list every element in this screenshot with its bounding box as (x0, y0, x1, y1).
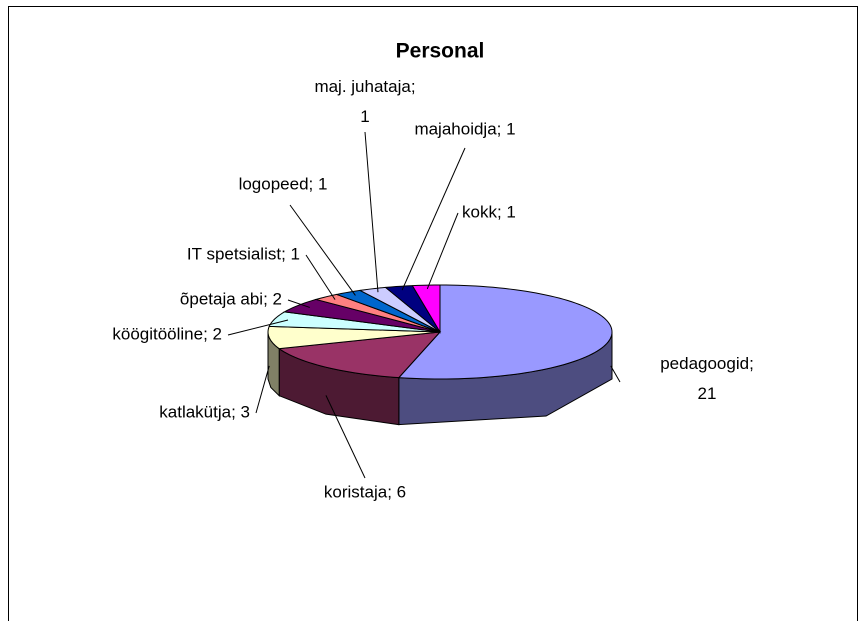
data-label: maj. juhataja; 1 (314, 77, 415, 126)
leader-line (610, 365, 621, 383)
data-label: kokk; 1 (462, 202, 516, 221)
data-label: logopeed; 1 (239, 174, 328, 193)
data-label: õpetaja abi; 2 (180, 289, 282, 308)
leader-line (401, 147, 466, 291)
slice (411, 284, 441, 334)
leader-line (255, 365, 270, 414)
slice (397, 284, 613, 380)
data-label-line: 21 (698, 384, 717, 403)
data-label-line: 1 (360, 107, 369, 126)
chart-frame (8, 6, 858, 621)
data-label: pedagoogid; 21 (660, 354, 754, 403)
leader-line (426, 212, 459, 290)
data-label-line: pedagoogid; (660, 354, 754, 373)
leader-line (305, 254, 336, 300)
data-label: IT spetsialist; 1 (187, 244, 300, 263)
slice (284, 298, 441, 333)
leader-line (287, 299, 310, 308)
slice (335, 289, 441, 333)
slice (314, 293, 441, 333)
data-label: katlakütja; 3 (159, 402, 250, 421)
slice (267, 325, 441, 350)
chart-title: Personal (396, 40, 485, 63)
data-label-line: maj. juhataja; (314, 77, 415, 96)
slice (359, 286, 441, 333)
leader-line (364, 131, 379, 293)
data-label: majahoidja; 1 (414, 119, 515, 138)
leader-line (325, 395, 366, 479)
slice (277, 331, 442, 379)
leader-line (227, 319, 289, 336)
data-label: koristaja; 6 (324, 482, 406, 501)
slice (385, 285, 441, 333)
leader-line (289, 204, 356, 296)
data-label: köögitööline; 2 (112, 324, 222, 343)
